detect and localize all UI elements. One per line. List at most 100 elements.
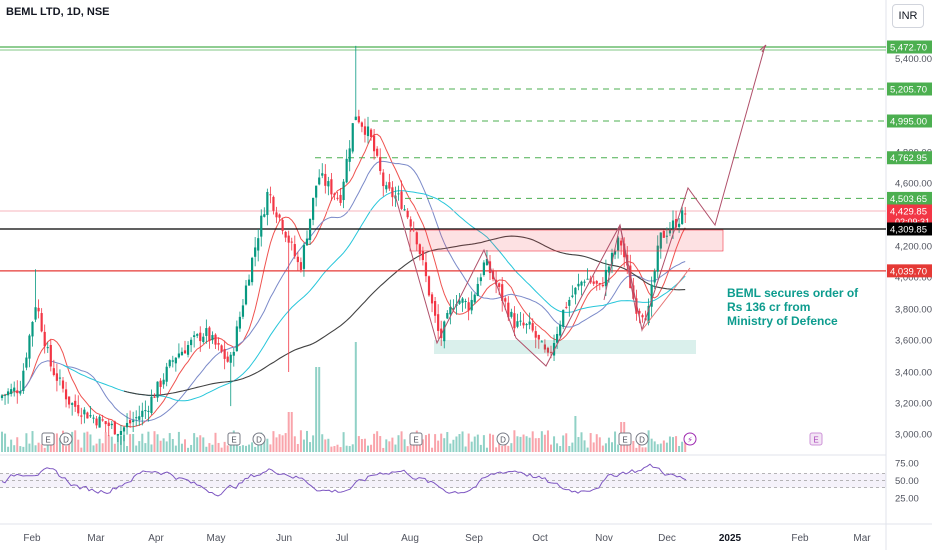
currency-button[interactable]: INR (892, 4, 924, 28)
volume-bar (598, 437, 601, 452)
candle-body (635, 298, 638, 314)
candle-body (244, 285, 248, 305)
volume-bar (13, 445, 16, 452)
volume-bar (86, 431, 89, 452)
candle-body (333, 193, 336, 196)
candle-body (540, 341, 543, 343)
candle-body (168, 360, 171, 367)
volume-bar (431, 447, 434, 452)
candle-body (437, 314, 440, 331)
volume-bar (49, 443, 52, 452)
volume-bar (293, 436, 296, 452)
candle-body (449, 307, 452, 315)
x-axis-tick: Sep (465, 533, 483, 544)
candle-body (129, 420, 132, 424)
candle-body (199, 332, 202, 342)
volume-bar (92, 445, 95, 452)
volume-bar (68, 439, 71, 452)
volume-bar (4, 433, 7, 452)
candle-body (241, 305, 245, 317)
volume-bar (290, 412, 293, 452)
volume-bar (354, 342, 357, 452)
candle-body (531, 323, 534, 331)
candle-body (418, 244, 421, 254)
volume-bar (315, 367, 318, 452)
volume-bar (40, 444, 43, 452)
volume-bar (583, 440, 586, 452)
candle-body (559, 324, 562, 336)
candle-body (592, 281, 595, 284)
volume-bar (351, 444, 354, 452)
volume-bar (7, 446, 10, 452)
candle-body (623, 243, 626, 258)
volume-bar (540, 431, 543, 452)
volume-bar (571, 442, 574, 452)
volume-bar (437, 440, 440, 452)
volume-bar (162, 438, 165, 452)
volume-bar (299, 430, 302, 452)
volume-bar (510, 443, 513, 452)
volume-bar (501, 445, 504, 452)
volume-bar (611, 442, 613, 452)
candle-body (254, 247, 257, 257)
candle-body (174, 357, 177, 364)
volume-bar (281, 435, 284, 452)
candle-body (458, 300, 461, 304)
volume-bar (678, 445, 681, 452)
candle-body (467, 302, 470, 311)
volume-bar (428, 433, 430, 452)
volume-bar (589, 433, 592, 452)
news-annotation: BEML secures order of Rs 136 cr from Min… (727, 286, 859, 328)
candle-body (498, 283, 501, 287)
volume-bar (489, 433, 491, 452)
volume-bar (531, 431, 534, 452)
candle-body (485, 258, 489, 266)
y-axis-tick: 3,800.00 (895, 305, 932, 316)
volume-bar (617, 444, 620, 452)
volume-bar (592, 442, 595, 452)
volume-bar (363, 438, 366, 452)
volume-bar (196, 437, 199, 452)
volume-bar (403, 439, 406, 452)
candle-body (150, 396, 153, 413)
volume-bar (55, 433, 58, 452)
event-marker-label: D (256, 436, 262, 445)
candle-body (159, 380, 162, 387)
price-label: 4,503.65 (890, 194, 927, 205)
candle-body (501, 284, 504, 301)
volume-bar (180, 443, 183, 452)
candle-body (556, 334, 559, 343)
volume-bar (537, 438, 540, 452)
volume-bars (1, 342, 687, 452)
dividend-icon (59, 432, 73, 446)
candle-body (49, 344, 52, 367)
volume-bar (446, 432, 449, 452)
candle-body (653, 271, 656, 283)
volume-bar (452, 439, 455, 452)
candle-body (409, 219, 412, 227)
volume-bar (473, 436, 476, 452)
volume-bar (241, 445, 244, 452)
candle-body (678, 223, 681, 227)
volume-bar (638, 444, 641, 452)
candle-body (305, 238, 309, 246)
price-countdown: 02:09:31 (895, 217, 930, 227)
volume-bar (138, 441, 141, 452)
candle-body (345, 158, 348, 183)
volume-bar (662, 440, 665, 452)
candle-body (406, 210, 409, 218)
candle-body (519, 320, 522, 322)
candle-body (180, 351, 184, 356)
volume-bar (650, 438, 653, 452)
volume-bar (10, 439, 13, 452)
candle-body (186, 345, 190, 355)
event-marker-label: E (45, 436, 50, 445)
candle-body (507, 302, 510, 318)
candle-body (122, 427, 126, 432)
volume-bar (656, 444, 659, 452)
volume-bar (110, 436, 113, 452)
split-icon (683, 432, 697, 446)
candle-body (190, 339, 193, 346)
candle-body (263, 214, 266, 217)
